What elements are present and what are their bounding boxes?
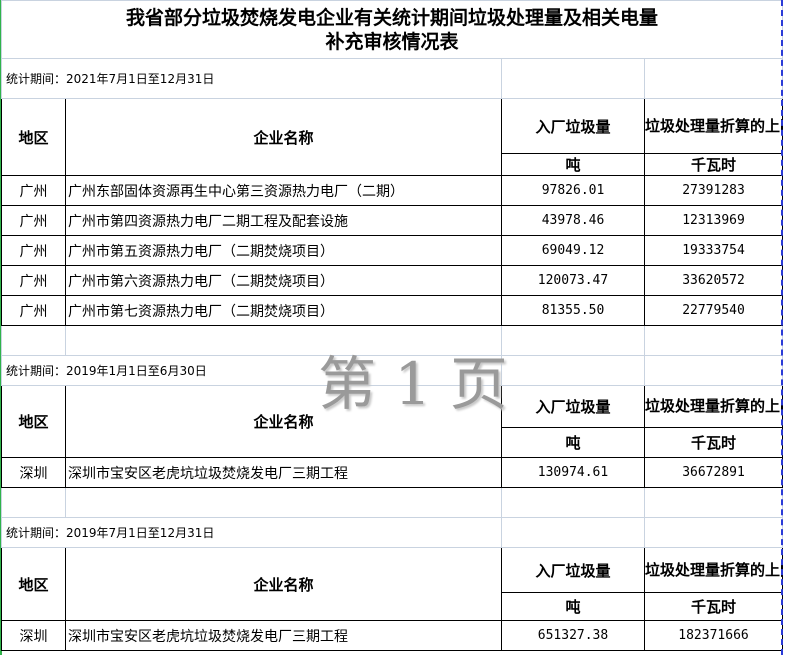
header-region[interactable]: 地区 xyxy=(1,98,66,176)
empty-cell[interactable] xyxy=(1,487,66,518)
empty-cell[interactable] xyxy=(643,58,784,99)
title-line-1: 我省部分垃圾焚烧发电企业有关统计期间垃圾处理量及相关电量 xyxy=(126,6,659,29)
empty-cell[interactable] xyxy=(501,517,645,548)
empty-cell[interactable] xyxy=(501,487,645,518)
table-row: 深圳 深圳市宝安区老虎坑垃圾焚烧发电厂三期工程 130974.61 36672891 xyxy=(1,457,784,488)
header-region[interactable]: 地区 xyxy=(1,385,66,458)
region-cell[interactable]: 深圳 xyxy=(1,457,66,488)
empty-cell[interactable] xyxy=(643,325,784,356)
empty-cell[interactable] xyxy=(65,487,502,518)
period-label[interactable]: 统计期间：2019年1月1日至6月30日 xyxy=(1,355,502,386)
region-cell[interactable]: 深圳 xyxy=(1,620,66,651)
unit-intake[interactable]: 吨 xyxy=(501,153,645,176)
unit-power[interactable]: 千瓦时 xyxy=(643,592,784,621)
company-cell[interactable]: 广州东部固体资源再生中心第三资源热力电厂（二期） xyxy=(65,175,502,206)
period-label[interactable]: 统计期间：2019年7月1日至12月31日 xyxy=(1,517,502,548)
region-cell[interactable]: 广州 xyxy=(1,295,66,326)
region-cell[interactable]: 广州 xyxy=(1,265,66,296)
power-cell[interactable]: 27391283 xyxy=(643,175,784,206)
header-power[interactable]: 垃圾处理量折算的上网电量 xyxy=(643,98,784,154)
table-row: 深圳 深圳市宝安区老虎坑垃圾焚烧发电厂三期工程 651327.38 182371666 xyxy=(1,620,784,651)
header-company[interactable]: 企业名称 xyxy=(65,547,502,621)
title-line-2: 补充审核情况表 xyxy=(325,30,459,53)
region-cell[interactable]: 广州 xyxy=(1,235,66,266)
header-intake[interactable]: 入厂垃圾量 xyxy=(501,547,645,593)
header-intake[interactable]: 入厂垃圾量 xyxy=(501,385,645,428)
intake-cell[interactable]: 120073.47 xyxy=(501,265,645,296)
empty-cell[interactable] xyxy=(643,355,784,386)
company-cell[interactable]: 广州市第五资源热力电厂（二期焚烧项目） xyxy=(65,235,502,266)
unit-power[interactable]: 千瓦时 xyxy=(643,427,784,458)
unit-power[interactable]: 千瓦时 xyxy=(643,153,784,176)
header-intake[interactable]: 入厂垃圾量 xyxy=(501,98,645,154)
power-cell[interactable]: 12313969 xyxy=(643,205,784,236)
power-cell[interactable]: 33620572 xyxy=(643,265,784,296)
table-row: 广州 广州市第六资源热力电厂（二期焚烧项目） 120073.47 33620572 xyxy=(1,265,784,296)
power-cell[interactable]: 182371666 xyxy=(643,620,784,651)
page-break-line xyxy=(781,0,783,655)
company-cell[interactable]: 广州市第七资源热力电厂（二期焚烧项目） xyxy=(65,295,502,326)
header-power[interactable]: 垃圾处理量折算的上网电量 xyxy=(643,547,784,593)
table-row: 广州 广州市第七资源热力电厂（二期焚烧项目） 81355.50 22779540 xyxy=(1,295,784,326)
company-cell[interactable]: 广州市第六资源热力电厂（二期焚烧项目） xyxy=(65,265,502,296)
power-cell[interactable]: 36672891 xyxy=(643,457,784,488)
region-cell[interactable]: 广州 xyxy=(1,205,66,236)
header-power[interactable]: 垃圾处理量折算的上网电量 xyxy=(643,385,784,428)
unit-intake[interactable]: 吨 xyxy=(501,427,645,458)
empty-cell[interactable] xyxy=(501,355,645,386)
company-cell[interactable]: 深圳市宝安区老虎坑垃圾焚烧发电厂三期工程 xyxy=(65,620,502,651)
empty-cell[interactable] xyxy=(65,325,502,356)
intake-cell[interactable]: 69049.12 xyxy=(501,235,645,266)
power-cell[interactable]: 22779540 xyxy=(643,295,784,326)
header-company[interactable]: 企业名称 xyxy=(65,98,502,176)
empty-cell[interactable] xyxy=(501,325,645,356)
unit-intake[interactable]: 吨 xyxy=(501,592,645,621)
empty-cell[interactable] xyxy=(643,517,784,548)
intake-cell[interactable]: 81355.50 xyxy=(501,295,645,326)
company-cell[interactable]: 广州市第四资源热力电厂二期工程及配套设施 xyxy=(65,205,502,236)
region-cell[interactable]: 广州 xyxy=(1,175,66,206)
intake-cell[interactable]: 651327.38 xyxy=(501,620,645,651)
intake-cell[interactable]: 97826.01 xyxy=(501,175,645,206)
intake-cell[interactable]: 130974.61 xyxy=(501,457,645,488)
empty-cell[interactable] xyxy=(501,58,645,99)
intake-cell[interactable]: 43978.46 xyxy=(501,205,645,236)
table-row: 广州 广州市第五资源热力电厂（二期焚烧项目） 69049.12 19333754 xyxy=(1,235,784,266)
header-company[interactable]: 企业名称 xyxy=(65,385,502,458)
period-label[interactable]: 统计期间：2021年7月1日至12月31日 xyxy=(1,58,502,99)
table-row: 广州 广州东部固体资源再生中心第三资源热力电厂（二期） 97826.01 273912… xyxy=(1,175,784,206)
report-title[interactable]: 我省部分垃圾焚烧发电企业有关统计期间垃圾处理量及相关电量 补充审核情况表 xyxy=(0,0,784,59)
empty-cell[interactable] xyxy=(1,325,66,356)
company-cell[interactable]: 深圳市宝安区老虎坑垃圾焚烧发电厂三期工程 xyxy=(65,457,502,488)
power-cell[interactable]: 19333754 xyxy=(643,235,784,266)
empty-cell[interactable] xyxy=(643,487,784,518)
header-region[interactable]: 地区 xyxy=(1,547,66,621)
table-row: 广州 广州市第四资源热力电厂二期工程及配套设施 43978.46 12313969 xyxy=(1,205,784,236)
